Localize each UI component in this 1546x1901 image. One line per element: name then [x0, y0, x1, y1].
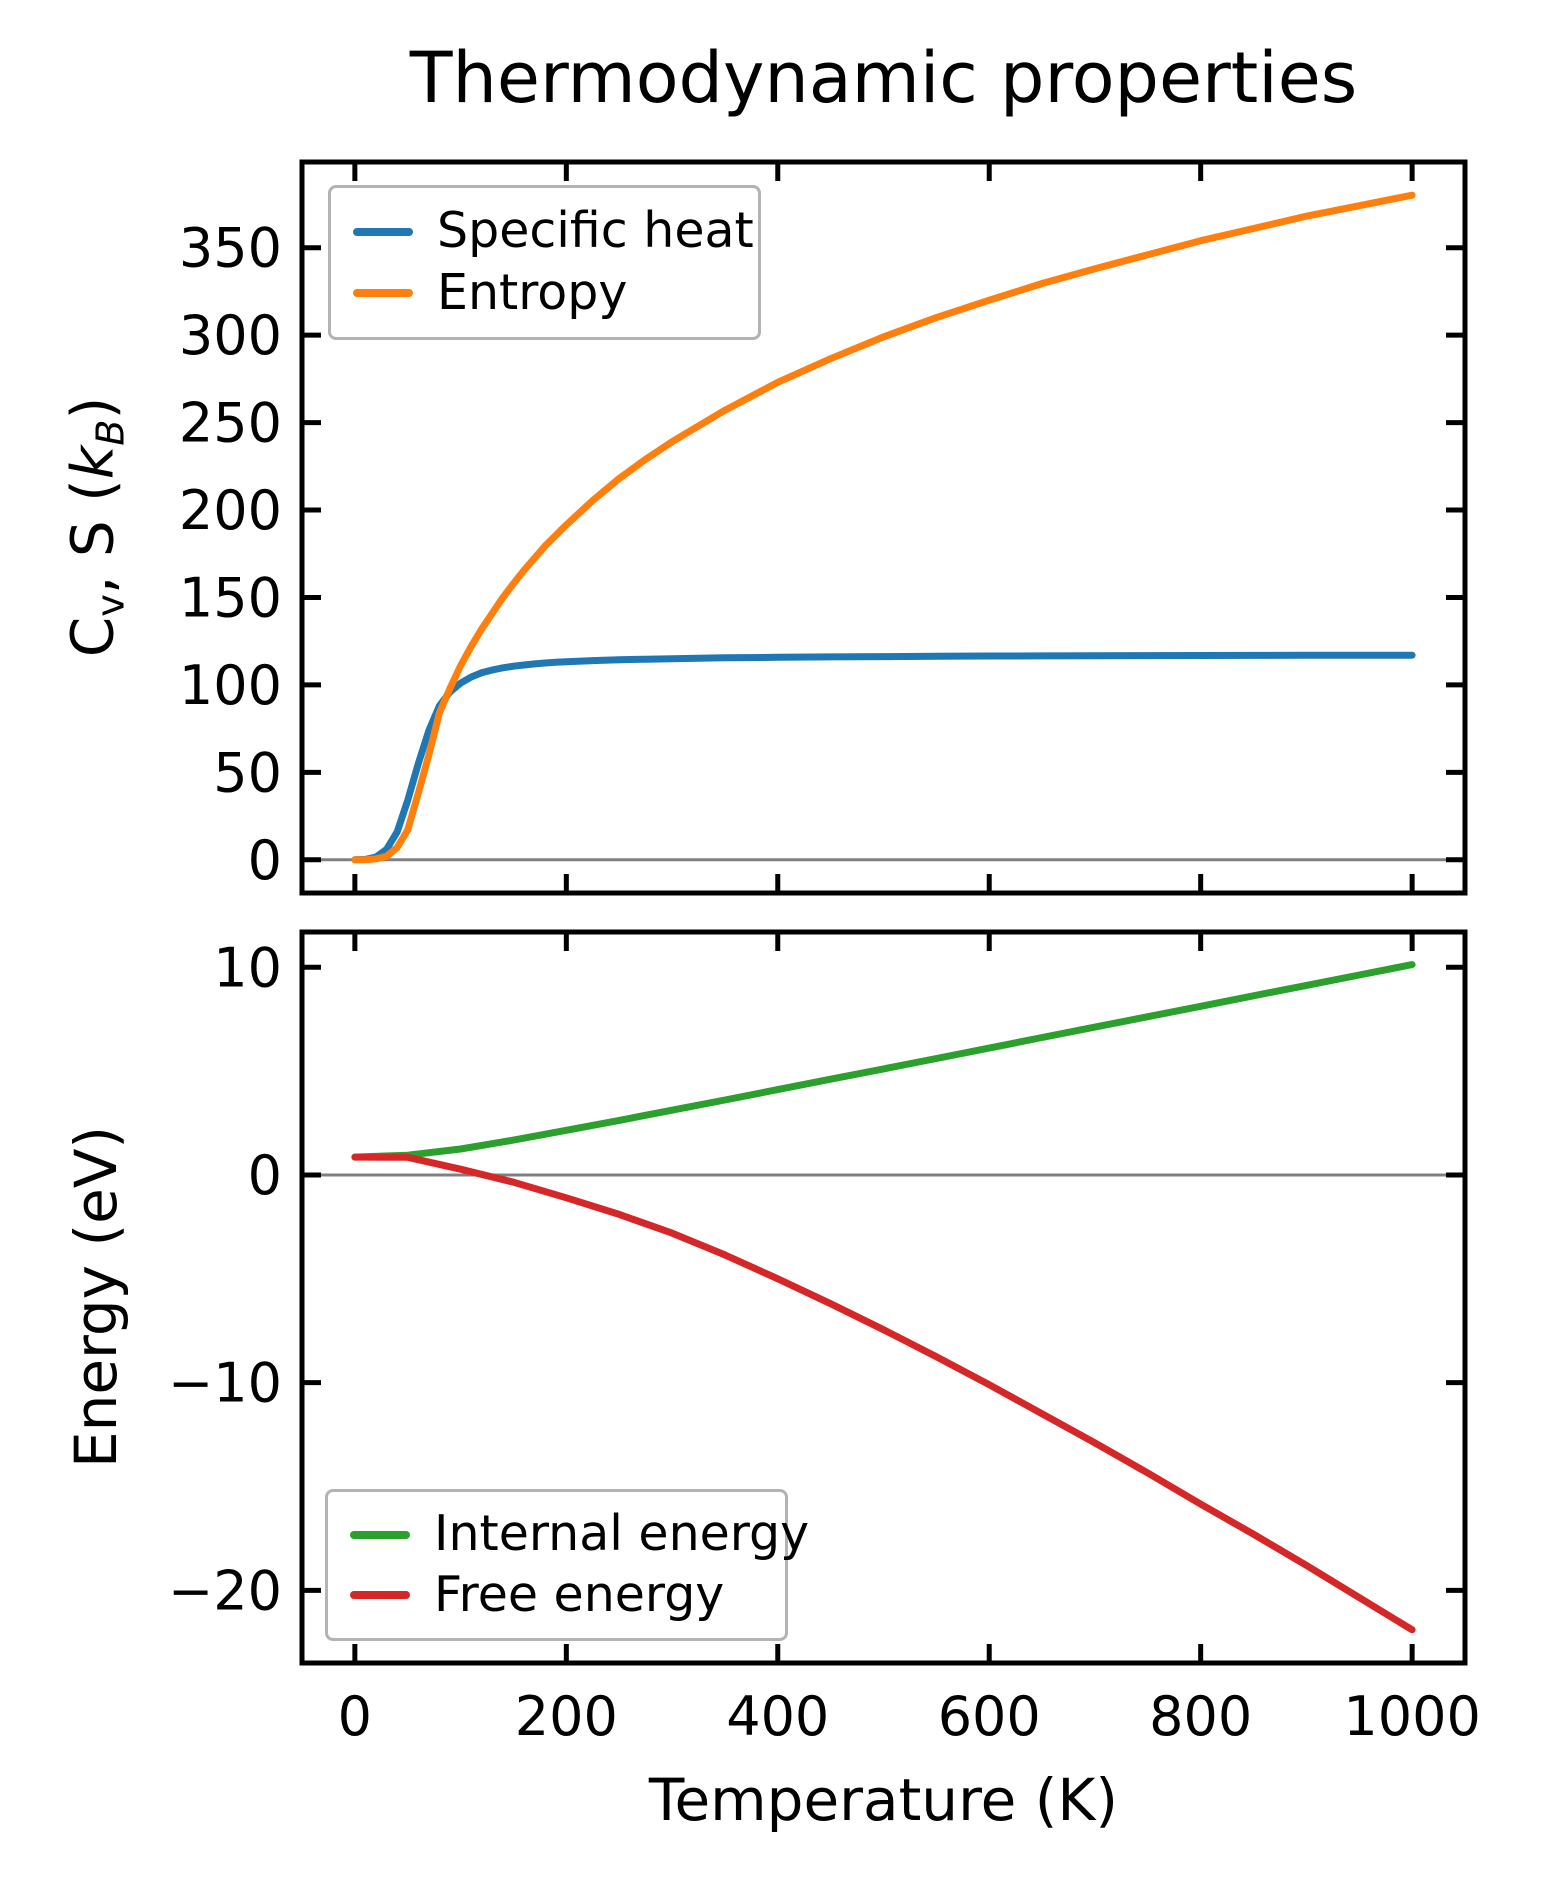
legend-label-specific-heat: Specific heat: [437, 202, 754, 260]
y-tick-label: −10: [168, 1352, 282, 1415]
legend-label-entropy: Entropy: [437, 264, 628, 322]
legend-line-internal-energy: [350, 1530, 410, 1539]
legend-line-entropy: [353, 289, 413, 298]
y-tick-label: −20: [168, 1559, 282, 1622]
axes-spines: [299, 159, 1468, 896]
series-internal-energy: [351, 961, 1416, 1161]
x-tick-label: 600: [938, 1685, 1041, 1748]
x-tick-label: 0: [338, 1685, 372, 1748]
legend-label-free-energy: Free energy: [434, 1566, 725, 1624]
x-tick-label: 1000: [1343, 1685, 1480, 1748]
axes-spines: [299, 929, 1468, 1666]
y-tick-label: 0: [248, 1144, 282, 1207]
series-free-energy: [351, 1153, 1416, 1634]
legend-label-internal-energy: Internal energy: [434, 1505, 810, 1563]
legend-top: Specific heat Entropy: [328, 185, 761, 340]
y-tick-label: 250: [179, 392, 282, 455]
y-tick-label: 350: [179, 217, 282, 280]
y-tick-label: 150: [179, 566, 282, 629]
y-tick-label: 200: [179, 479, 282, 542]
y-tick-label: 0: [248, 829, 282, 892]
legend-line-free-energy: [350, 1591, 410, 1600]
y-tick-label: 300: [179, 304, 282, 367]
legend-entry-internal-energy: Internal energy: [350, 1506, 809, 1562]
y-tick-label: 50: [213, 741, 282, 804]
x-tick-label: 400: [726, 1685, 829, 1748]
y-tick-label: 10: [213, 936, 282, 999]
legend-bottom: Internal energy Free energy: [325, 1489, 809, 1641]
series-entropy: [351, 191, 1416, 864]
legend-line-specific-heat: [353, 227, 413, 236]
series-specific-heat: [351, 651, 1416, 864]
y-tick-label: 100: [179, 654, 282, 717]
x-tick-label: 200: [515, 1685, 618, 1748]
x-axis-label: Temperature (K): [648, 1766, 1119, 1834]
chart-title: Thermodynamic properties: [409, 37, 1358, 119]
legend-entry-entropy: Entropy: [353, 264, 736, 322]
legend-entry-free-energy: Free energy: [350, 1566, 763, 1624]
legend-entry-specific-heat: Specific heat: [353, 203, 754, 259]
x-tick-label: 800: [1149, 1685, 1252, 1748]
